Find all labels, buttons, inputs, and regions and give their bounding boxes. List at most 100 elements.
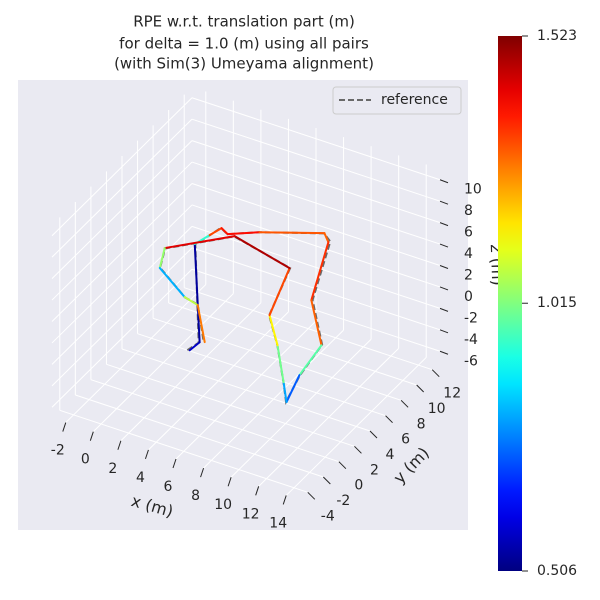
colorbar-tick-label: 0.506: [537, 563, 577, 579]
z-tick: [439, 307, 449, 312]
grid-line: [51, 97, 193, 237]
z-tick: [439, 329, 449, 334]
y-tick-label: 4: [386, 447, 395, 463]
trajectory-segment: [158, 247, 166, 269]
y-tick: [416, 384, 425, 393]
grid-line: [51, 161, 193, 301]
z-tick: [439, 200, 449, 205]
grid-line: [51, 268, 193, 408]
grid-line: [191, 140, 441, 224]
y-tick-label: 0: [354, 478, 363, 494]
x-tick-label: -2: [51, 443, 65, 459]
y-tick: [400, 399, 409, 408]
grid-line: [59, 409, 308, 493]
grid-line: [168, 302, 417, 386]
y-tick: [431, 369, 440, 378]
z-tick-label: 8: [464, 203, 473, 219]
trajectory-segment: [183, 296, 199, 307]
trajectory-segment: [188, 341, 201, 352]
trajectory-segment: [208, 227, 223, 237]
colorbar: [498, 36, 522, 571]
x-tick: [144, 449, 149, 460]
x-tick: [200, 467, 205, 478]
colorbar-tick-label: 1.015: [537, 295, 577, 311]
trajectory-segment: [268, 267, 291, 317]
trajectory-segment: [310, 241, 330, 302]
colorbar-tick-label: 1.523: [537, 28, 577, 44]
grid-line: [191, 161, 441, 245]
grid-line: [191, 118, 441, 202]
grid-line: [51, 204, 193, 344]
trajectory-segment: [258, 231, 326, 235]
grid-line: [90, 379, 340, 463]
trajectory-segment: [268, 314, 279, 347]
grid-line: [51, 183, 193, 322]
z-tick: [439, 265, 449, 269]
grid-line: [191, 204, 441, 288]
x-tick: [227, 477, 232, 487]
z-tick: [439, 350, 449, 355]
grid: [51, 91, 441, 496]
y-tick-label: 12: [443, 386, 461, 402]
y-tick-label: 6: [401, 432, 410, 448]
y-tick: [338, 461, 347, 470]
chart-title: RPE w.r.t. translation part (m): [133, 13, 355, 31]
grid-line: [184, 287, 433, 371]
x-tick-label: 12: [242, 506, 260, 522]
y-tick-label: -2: [336, 493, 350, 509]
x-tick: [172, 458, 177, 469]
grid-line: [51, 226, 193, 365]
grid-line: [191, 225, 441, 309]
y-tick: [307, 491, 316, 500]
z-tick-label: -2: [464, 310, 478, 326]
z-tick: [439, 222, 449, 227]
trajectory-segment: [220, 227, 229, 236]
grid-line: [191, 183, 441, 266]
z-tick-label: -4: [464, 332, 478, 348]
x-tick-label: 6: [164, 479, 173, 495]
z-tick-label: -6: [464, 353, 478, 369]
z-tick-label: 4: [464, 246, 473, 262]
grid-line: [51, 140, 193, 279]
trajectory-segment: [193, 243, 201, 344]
trajectory-segment: [158, 266, 186, 299]
trajectory-segment: [282, 381, 288, 404]
x-tick-label: 8: [191, 488, 200, 504]
y-tick-label: 8: [417, 416, 426, 432]
trajectory-segment: [323, 232, 330, 244]
x-tick: [117, 440, 122, 450]
trajectory-segment: [276, 344, 285, 384]
z-tick-label: 2: [464, 268, 473, 284]
trajectory-segment: [310, 299, 323, 347]
z-tick-label: 6: [464, 225, 473, 241]
plot-area: [158, 226, 332, 406]
legend-label: reference: [381, 92, 448, 108]
y-tick: [354, 445, 362, 454]
trajectory-segment: [298, 344, 323, 377]
grid-line: [51, 118, 193, 258]
legend: reference: [332, 86, 462, 115]
y-tick: [322, 476, 331, 485]
y-tick: [385, 415, 393, 424]
z-tick: [439, 286, 449, 291]
trajectory-segment: [163, 235, 236, 250]
legend-box: [332, 86, 462, 115]
x-tick: [282, 495, 287, 505]
axes-background: [18, 80, 468, 530]
y-tick-label: 2: [370, 462, 379, 478]
chart-title: for delta = 1.0 (m) using all pairs: [119, 35, 369, 53]
trajectory-segment: [285, 374, 301, 404]
trajectory-segment: [196, 304, 206, 344]
z-tick-label: 0: [464, 289, 473, 305]
grid-line: [106, 363, 355, 447]
y-tick-label: -4: [321, 508, 335, 524]
grid-line: [75, 394, 324, 478]
x-tick-label: 14: [269, 515, 287, 531]
z-tick: [439, 179, 449, 184]
grid-line: [191, 97, 441, 181]
z-tick-label: 10: [464, 182, 482, 198]
y-tick-label: 10: [428, 401, 446, 417]
x-tick: [255, 486, 260, 496]
grid-line: [137, 333, 386, 417]
